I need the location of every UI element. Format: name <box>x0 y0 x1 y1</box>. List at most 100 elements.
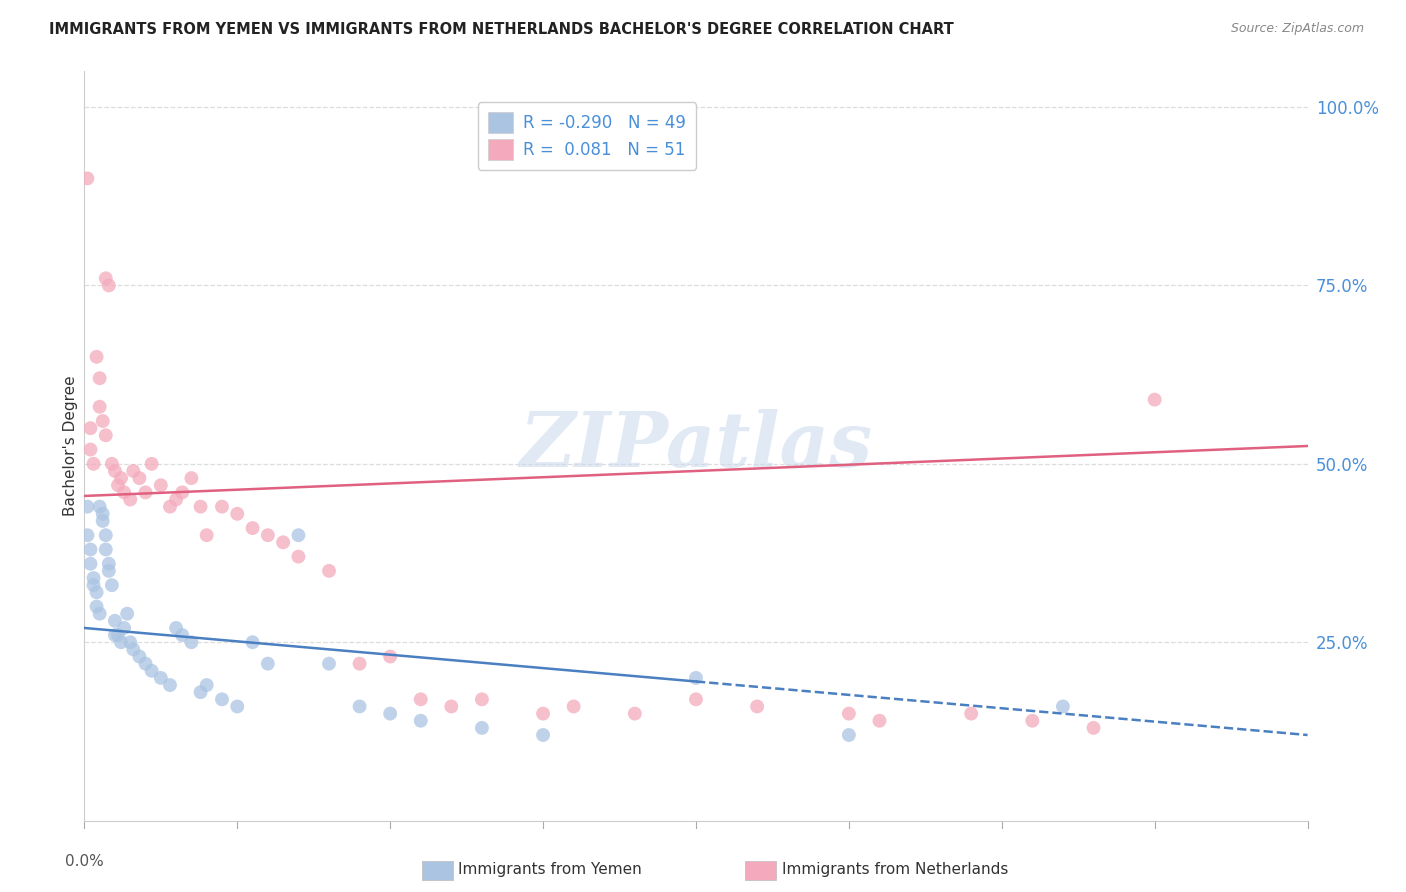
Point <box>149 671 172 685</box>
Point <box>471 692 494 706</box>
Point <box>107 628 129 642</box>
Text: Immigrants from Yemen: Immigrants from Yemen <box>458 863 643 877</box>
Point <box>112 485 135 500</box>
Point <box>120 492 142 507</box>
Text: IMMIGRANTS FROM YEMEN VS IMMIGRANTS FROM NETHERLANDS BACHELOR'S DEGREE CORRELATI: IMMIGRANTS FROM YEMEN VS IMMIGRANTS FROM… <box>49 22 953 37</box>
Point <box>531 728 554 742</box>
Point <box>440 699 463 714</box>
Point <box>195 678 218 692</box>
Point <box>838 728 860 742</box>
Point <box>287 528 309 542</box>
Point <box>104 614 127 628</box>
Point <box>869 714 891 728</box>
Point <box>135 485 157 500</box>
Point <box>104 464 127 478</box>
Point <box>838 706 860 721</box>
Point <box>195 528 218 542</box>
Point <box>287 549 309 564</box>
Point <box>226 699 249 714</box>
Point <box>562 699 585 714</box>
Point <box>211 500 233 514</box>
Point <box>115 607 138 621</box>
Point <box>380 649 402 664</box>
Point <box>83 571 105 585</box>
Point <box>97 278 120 293</box>
Point <box>110 471 132 485</box>
Point <box>960 706 983 721</box>
Point <box>104 628 127 642</box>
Point <box>531 706 554 721</box>
Point <box>89 400 111 414</box>
Point <box>1083 721 1105 735</box>
Point <box>128 471 150 485</box>
Point <box>165 621 187 635</box>
Point <box>257 528 280 542</box>
Point <box>190 685 212 699</box>
Point <box>242 635 264 649</box>
Point <box>624 706 647 721</box>
Point <box>380 706 402 721</box>
Point <box>159 678 181 692</box>
Point <box>91 514 114 528</box>
Point <box>79 557 101 571</box>
Point <box>1021 714 1043 728</box>
Point <box>86 585 108 599</box>
Point <box>190 500 212 514</box>
Point <box>128 649 150 664</box>
Point <box>89 607 111 621</box>
Point <box>349 699 371 714</box>
Point <box>86 350 108 364</box>
Point <box>89 371 111 385</box>
Point <box>76 500 98 514</box>
Point <box>112 621 135 635</box>
Point <box>1143 392 1166 407</box>
Y-axis label: Bachelor's Degree: Bachelor's Degree <box>63 376 77 516</box>
Point <box>79 542 101 557</box>
Point <box>685 671 707 685</box>
Point <box>1052 699 1074 714</box>
Point <box>226 507 249 521</box>
Point <box>257 657 280 671</box>
Point <box>94 428 117 442</box>
Legend: R = -0.290   N = 49, R =  0.081   N = 51: R = -0.290 N = 49, R = 0.081 N = 51 <box>478 103 696 169</box>
Point <box>89 500 111 514</box>
Point <box>180 471 202 485</box>
Point <box>318 564 340 578</box>
Point <box>135 657 157 671</box>
Point <box>101 578 124 592</box>
Point <box>107 478 129 492</box>
Point <box>685 692 707 706</box>
Text: 0.0%: 0.0% <box>65 855 104 870</box>
Point <box>471 721 494 735</box>
Point <box>110 635 132 649</box>
Point <box>141 457 163 471</box>
Point <box>242 521 264 535</box>
Point <box>409 692 432 706</box>
Point <box>94 528 117 542</box>
Point <box>318 657 340 671</box>
Point <box>120 635 142 649</box>
Point <box>747 699 769 714</box>
Point <box>180 635 202 649</box>
Point <box>122 464 145 478</box>
Point <box>94 271 117 285</box>
Point <box>409 714 432 728</box>
Point <box>172 485 194 500</box>
Point <box>86 599 108 614</box>
Point <box>79 421 101 435</box>
Point <box>76 528 98 542</box>
Point <box>172 628 194 642</box>
Point <box>141 664 163 678</box>
Point <box>271 535 294 549</box>
Point <box>76 171 98 186</box>
Text: Immigrants from Netherlands: Immigrants from Netherlands <box>782 863 1008 877</box>
Point <box>211 692 233 706</box>
Point <box>159 500 181 514</box>
Point <box>97 557 120 571</box>
Text: ZIPatlas: ZIPatlas <box>519 409 873 483</box>
Point <box>91 507 114 521</box>
Point <box>149 478 172 492</box>
Point <box>101 457 124 471</box>
Point <box>83 578 105 592</box>
Point <box>349 657 371 671</box>
